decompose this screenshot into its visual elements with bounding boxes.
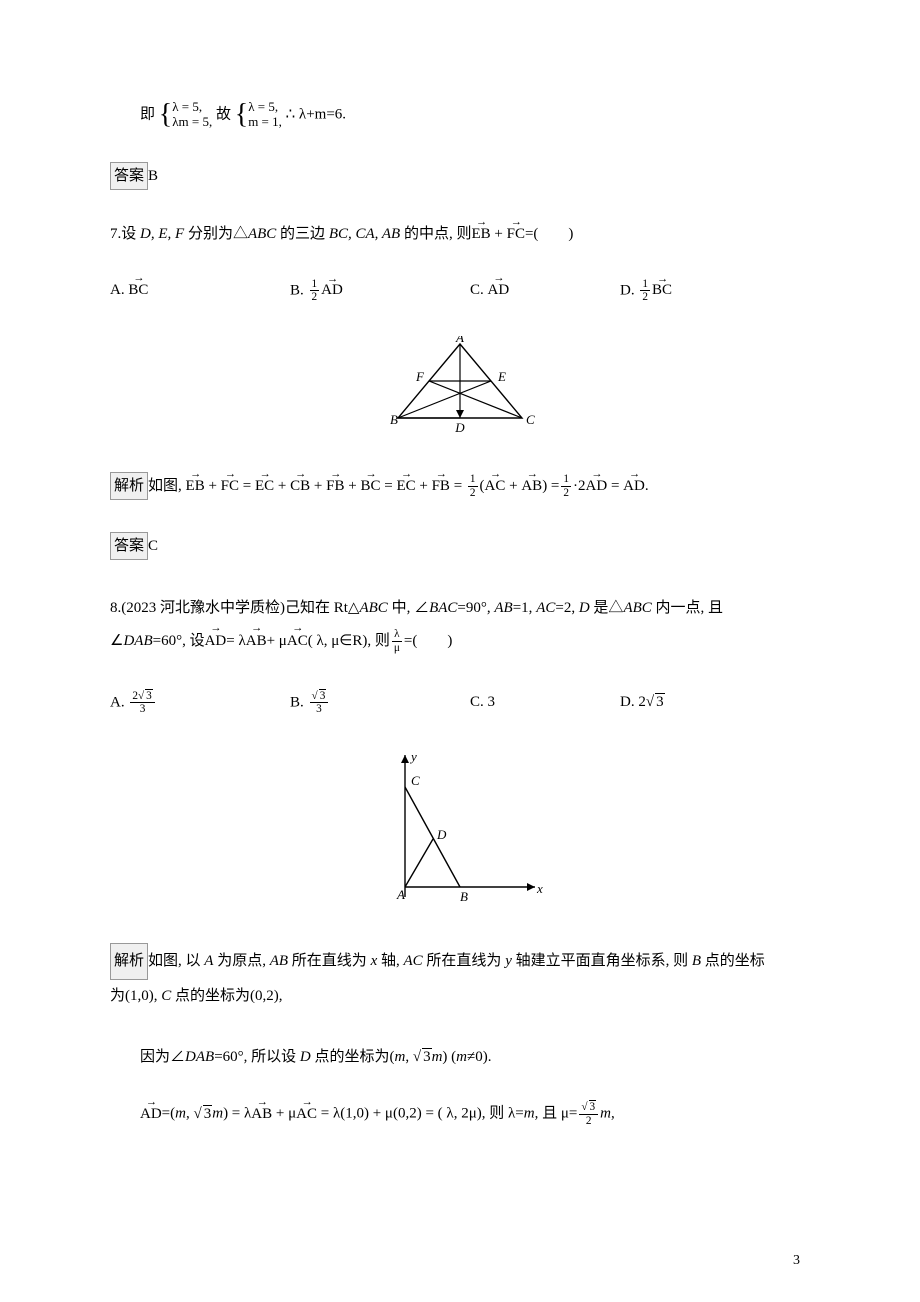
- q7-stem: 7.设 D, E, F 分别为△ABC 的三边 BC, CA, AB 的中点, …: [110, 222, 810, 246]
- answer-value: B: [148, 168, 158, 184]
- answer-7: 答案C: [110, 532, 810, 560]
- q7-opt-A: A. BC: [110, 278, 290, 304]
- svg-text:F: F: [415, 369, 425, 384]
- q7-options: A. BC B. 12AD C. AD D. 12BC: [110, 278, 810, 304]
- svg-text:B: B: [390, 412, 398, 427]
- svg-text:C: C: [526, 412, 535, 427]
- q8-options: A. 233 B. 33 C. 3 D. 23: [110, 690, 810, 716]
- q7-opt-C: C. AD: [470, 278, 620, 304]
- q8-figure: A B C D x y: [110, 747, 810, 915]
- q8-explain-p4: AD=(m, 3m) = λAB + μAC = λ(1,0) + μ(0,2)…: [110, 1101, 810, 1127]
- q8-explain-p1: 解析如图, 以 A 为原点, AB 所在直线为 x 轴, AC 所在直线为 y …: [110, 943, 810, 1013]
- svg-text:A: A: [396, 887, 405, 902]
- eq-tail: ∴ λ+m=6.: [286, 106, 346, 122]
- eq-mid: 故: [216, 106, 231, 122]
- answer-6: 答案B: [110, 162, 810, 190]
- q8-opt-C: C. 3: [470, 690, 620, 716]
- q8-opt-D: D. 23: [620, 690, 760, 716]
- vec-FC: FC: [507, 222, 525, 246]
- answer-label: 答案: [110, 162, 148, 190]
- page-number: 3: [793, 1250, 800, 1272]
- brace: {: [235, 101, 248, 129]
- svg-text:y: y: [409, 749, 417, 764]
- q8-opt-B: B. 33: [290, 690, 470, 716]
- svg-text:A: A: [455, 336, 464, 345]
- eq-prefix: 即: [140, 106, 155, 122]
- svg-text:E: E: [497, 369, 506, 384]
- q7-opt-D: D. 12BC: [620, 278, 760, 304]
- q7-explain: 解析如图, EB + FC = EC + CB + FB + BC = EC +…: [110, 472, 810, 500]
- svg-text:D: D: [436, 827, 447, 842]
- q7-opt-B: B. 12AD: [290, 278, 470, 304]
- q7-figure: A B C D E F: [110, 336, 810, 444]
- q8-explain-p3: 因为∠DAB=60°, 所以设 D 点的坐标为(m, 3m) (m≠0).: [110, 1045, 810, 1069]
- svg-text:D: D: [454, 420, 465, 435]
- svg-text:C: C: [411, 773, 420, 788]
- svg-text:B: B: [460, 889, 468, 904]
- svg-text:x: x: [536, 881, 543, 896]
- brace: {: [159, 101, 172, 129]
- vec-EB: EB: [471, 222, 490, 246]
- sys1: λ = 5, λm = 5,: [172, 100, 212, 130]
- q8-stem: 8.(2023 河北豫水中学质检)己知在 Rt△ABC 中, ∠BAC=90°,…: [110, 592, 810, 658]
- sys2: λ = 5, m = 1,: [248, 100, 282, 130]
- eq-top: 即 { λ = 5, λm = 5, 故 { λ = 5, m = 1, ∴ λ…: [110, 100, 810, 130]
- q8-opt-A: A. 233: [110, 690, 290, 716]
